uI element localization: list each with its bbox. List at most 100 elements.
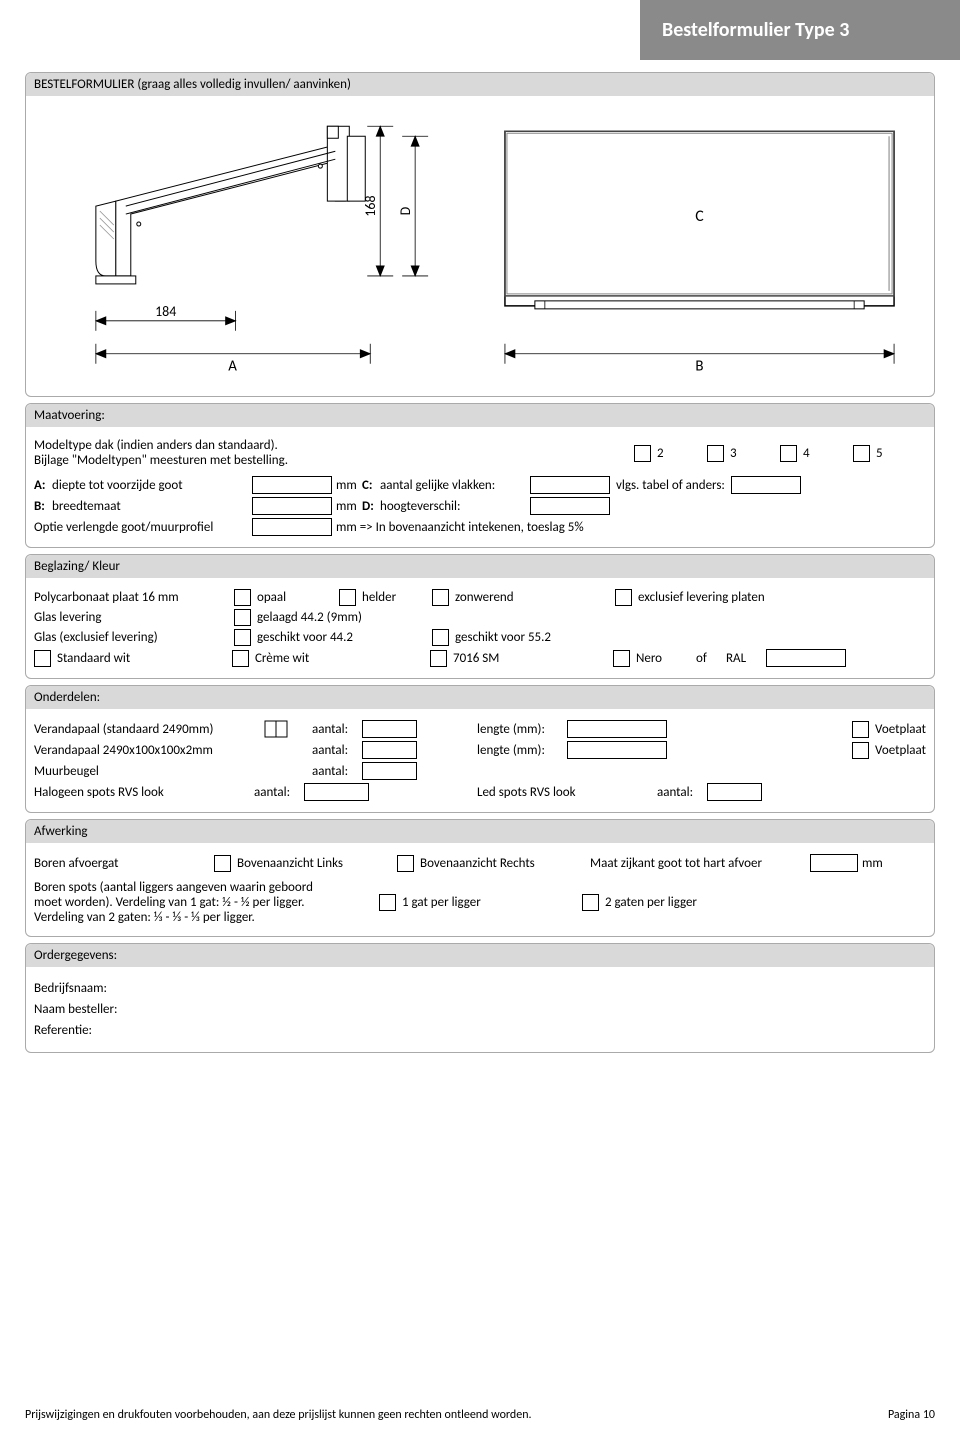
label-boren-afvoergat: Boren afvoergat xyxy=(34,856,214,871)
label-zonwerend: zonwerend xyxy=(455,590,615,605)
label-boven-rechts: Bovenaanzicht Rechts xyxy=(420,856,590,871)
label-7016: 7016 SM xyxy=(453,651,613,666)
section-form-diagram: BESTELFORMULIER (graag alles volledig in… xyxy=(25,72,935,397)
section-header-bestelformulier: BESTELFORMULIER (graag alles volledig in… xyxy=(26,73,934,96)
checkbox-nero[interactable] xyxy=(613,650,630,667)
input-lengte-1[interactable] xyxy=(567,720,667,738)
label-opaal: opaal xyxy=(257,590,339,605)
label-glas-excl: Glas (exclusief levering) xyxy=(34,630,234,645)
label-maat-zijkant: Maat zijkant goot tot hart afvoer xyxy=(590,856,810,871)
input-A[interactable] xyxy=(252,476,332,494)
input-D[interactable] xyxy=(530,497,610,515)
checkbox-modeltype-5[interactable] xyxy=(853,445,870,462)
label-lengte-2: lengte (mm): xyxy=(477,743,567,758)
input-aantal-4[interactable] xyxy=(304,783,369,801)
checkbox-opaal[interactable] xyxy=(234,589,251,606)
label-aantal-4: aantal: xyxy=(254,785,304,800)
label-D-text: hoogteverschil: xyxy=(380,499,530,514)
footer-left: Prijswijzigingen en drukfouten voorbehou… xyxy=(25,1408,532,1422)
label-helder: helder xyxy=(362,590,432,605)
label-4: 4 xyxy=(803,446,853,461)
label-voetplaat-2: Voetplaat xyxy=(875,743,926,758)
section-maatvoering: Maatvoering: Modeltype dak (indien ander… xyxy=(25,403,935,548)
checkbox-voetplaat-1[interactable] xyxy=(852,721,869,738)
label-muurbeugel: Muurbeugel xyxy=(34,764,312,779)
checkbox-excl-platen[interactable] xyxy=(615,589,632,606)
label-2gat: 2 gaten per ligger xyxy=(605,895,697,910)
label-creme: Crème wit xyxy=(255,651,430,666)
label-B-text: breedtemaat xyxy=(52,499,252,514)
input-aantal-1[interactable] xyxy=(362,720,417,738)
checkbox-modeltype-4[interactable] xyxy=(780,445,797,462)
checkbox-boven-rechts[interactable] xyxy=(397,855,414,872)
post-icon xyxy=(264,720,290,738)
checkbox-modeltype-2[interactable] xyxy=(634,445,651,462)
label-voetplaat-1: Voetplaat xyxy=(875,722,926,737)
label-A-text: diepte tot voorzijde goot xyxy=(52,478,252,493)
label-442: geschikt voor 44.2 xyxy=(257,630,432,645)
checkbox-gelaagd[interactable] xyxy=(234,609,251,626)
label-552: geschikt voor 55.2 xyxy=(455,630,551,645)
label-B-bold: B: xyxy=(34,499,52,514)
dim-C: C xyxy=(695,207,704,226)
section-beglazing: Beglazing/ Kleur Polycarbonaat plaat 16 … xyxy=(25,554,935,679)
section-header-order: Ordergegevens: xyxy=(26,944,934,967)
label-ral: RAL xyxy=(726,651,766,666)
section-onderdelen: Onderdelen: Verandapaal (standaard 2490m… xyxy=(25,685,935,813)
footer-right: Pagina 10 xyxy=(888,1408,935,1422)
label-aantal-1: aantal: xyxy=(312,722,362,737)
checkbox-voetplaat-2[interactable] xyxy=(852,742,869,759)
label-verandapaal-2490: Verandapaal 2490x100x100x2mm xyxy=(34,743,312,758)
label-aantal-2: aantal: xyxy=(312,743,362,758)
label-excl-platen: exclusief levering platen xyxy=(638,590,765,605)
label-optie: Optie verlengde goot/muurprofiel xyxy=(34,520,252,535)
boren-spots-3: Verdeling van 2 gaten: ⅓ - ⅓ - ⅓ per lig… xyxy=(34,910,379,925)
label-2: 2 xyxy=(657,446,707,461)
checkbox-boven-links[interactable] xyxy=(214,855,231,872)
checkbox-552[interactable] xyxy=(432,629,449,646)
input-vlgs[interactable] xyxy=(731,476,801,494)
checkbox-std-wit[interactable] xyxy=(34,650,51,667)
label-bedrijf: Bedrijfsnaam: xyxy=(34,981,107,996)
label-5: 5 xyxy=(876,446,926,461)
label-mm-B: mm xyxy=(332,499,362,514)
label-verandapaal-std: Verandapaal (standaard 2490mm) xyxy=(34,722,264,737)
label-halogeen: Halogeen spots RVS look xyxy=(34,785,254,800)
modeltype-line1: Modeltype dak (indien anders dan standaa… xyxy=(34,438,394,453)
label-3: 3 xyxy=(730,446,780,461)
section-header-maatvoering: Maatvoering: xyxy=(26,404,934,427)
input-B[interactable] xyxy=(252,497,332,515)
input-aantal-5[interactable] xyxy=(707,783,762,801)
checkbox-zonwerend[interactable] xyxy=(432,589,449,606)
label-C-text: aantal gelijke vlakken: xyxy=(380,478,530,493)
label-aantal-5: aantal: xyxy=(657,785,707,800)
checkbox-1gat[interactable] xyxy=(379,894,396,911)
input-aantal-3[interactable] xyxy=(362,762,417,780)
label-led: Led spots RVS look xyxy=(477,785,657,800)
checkbox-creme[interactable] xyxy=(232,650,249,667)
input-lengte-2[interactable] xyxy=(567,741,667,759)
boren-spots-1: Boren spots (aantal liggers aangeven waa… xyxy=(34,880,379,895)
checkbox-modeltype-3[interactable] xyxy=(707,445,724,462)
checkbox-helder[interactable] xyxy=(339,589,356,606)
input-optie[interactable] xyxy=(252,518,332,536)
label-1gat: 1 gat per ligger xyxy=(402,895,582,910)
label-poly: Polycarbonaat plaat 16 mm xyxy=(34,590,234,605)
label-std-wit: Standaard wit xyxy=(57,651,232,666)
label-A-bold: A: xyxy=(34,478,52,493)
checkbox-442[interactable] xyxy=(234,629,251,646)
input-C[interactable] xyxy=(530,476,610,494)
input-maat-zijkant[interactable] xyxy=(810,854,858,872)
checkbox-2gat[interactable] xyxy=(582,894,599,911)
modeltype-line2: Bijlage "Modeltypen" meesturen met beste… xyxy=(34,453,394,468)
label-ref: Referentie: xyxy=(34,1023,92,1038)
label-glas-lev: Glas levering xyxy=(34,610,234,625)
section-order: Ordergegevens: Bedrijfsnaam: Naam bestel… xyxy=(25,943,935,1053)
label-D-bold: D: xyxy=(362,499,380,514)
checkbox-7016[interactable] xyxy=(430,650,447,667)
label-naam: Naam besteller: xyxy=(34,1002,118,1017)
dim-B: B xyxy=(695,358,703,376)
dim-A: A xyxy=(228,358,237,376)
input-aantal-2[interactable] xyxy=(362,741,417,759)
input-ral[interactable] xyxy=(766,649,846,667)
